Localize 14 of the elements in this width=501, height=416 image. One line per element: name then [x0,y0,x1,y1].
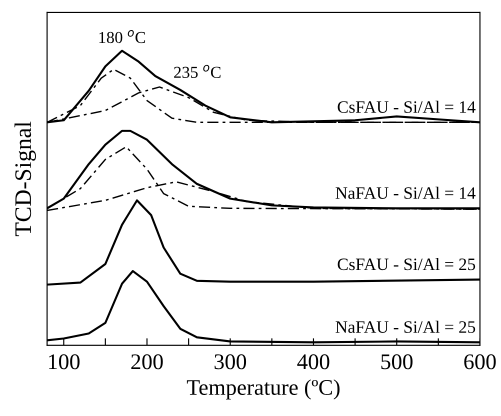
x-tick-label: 600 [464,354,496,370]
series-label: CsFAU - Si/Al = 14 [338,100,476,113]
x-axis-title: Temperature (ºC) [186,379,340,400]
y-axis-title: TCD-Signal [14,122,36,236]
x-tick-label: 500 [381,354,413,370]
series-label: CsFAU - Si/Al = 25 [338,258,476,270]
series-label: NaFAU - Si/Al = 25 [336,320,476,333]
x-tick-label: 100 [49,354,80,370]
annotation: 180 $^{o}$C [99,30,146,44]
series-label: NaFAU - Si/Al = 14 [336,186,476,199]
annotation: 235 $^{o}$C [174,64,220,78]
x-tick-label: 200 [131,354,163,370]
x-tick-label: 300 [214,354,246,370]
x-tick-label: 400 [297,354,330,370]
